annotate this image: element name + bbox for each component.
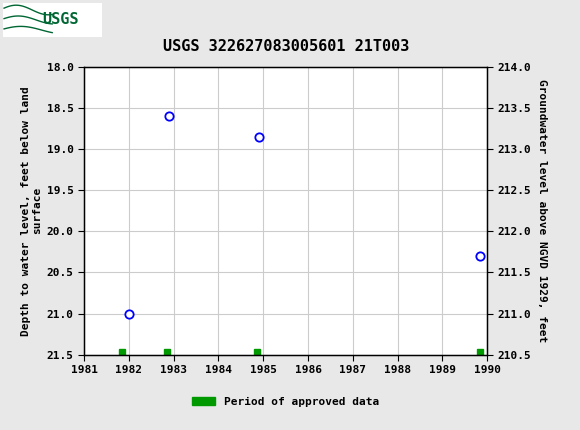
Y-axis label: Groundwater level above NGVD 1929, feet: Groundwater level above NGVD 1929, feet (537, 79, 547, 342)
Y-axis label: Depth to water level, feet below land
surface: Depth to water level, feet below land su… (21, 86, 42, 335)
Text: USGS: USGS (43, 12, 79, 28)
Legend: Period of approved data: Period of approved data (188, 392, 383, 411)
Text: USGS 322627083005601 21T003: USGS 322627083005601 21T003 (163, 39, 409, 54)
Bar (3, 3, 102, 37)
